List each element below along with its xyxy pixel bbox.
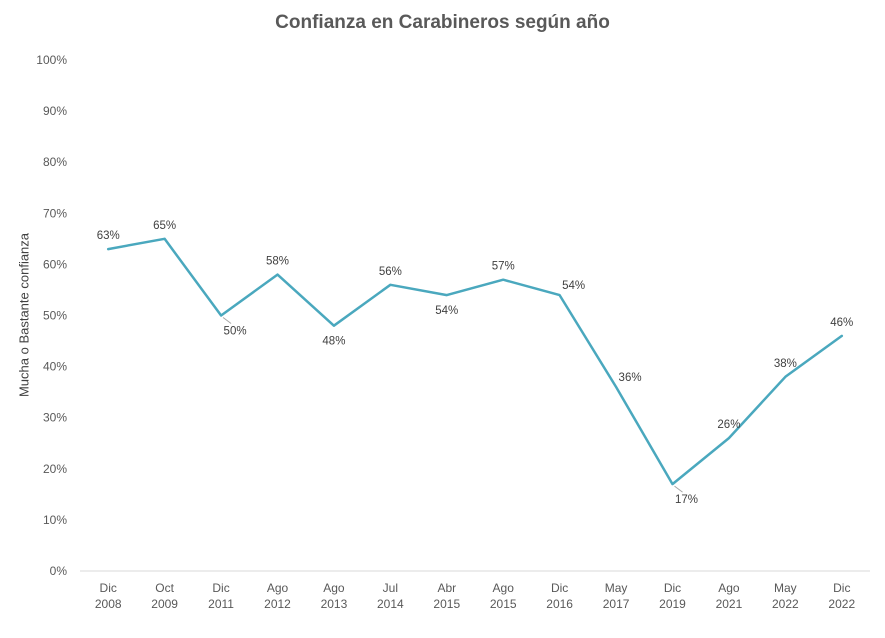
- data-label: 65%: [153, 220, 176, 232]
- x-tick-label: Dic 2022: [828, 581, 855, 611]
- data-label: 26%: [717, 419, 740, 431]
- x-tick-label: Oct 2009: [151, 581, 178, 611]
- data-label: 54%: [435, 305, 458, 317]
- y-tick-label: 50%: [43, 309, 67, 323]
- data-label: 17%: [675, 494, 698, 506]
- data-label-leader: [222, 317, 232, 324]
- data-label-leader: [674, 485, 683, 493]
- series-line: [106, 237, 844, 486]
- x-tick-label: Dic 2016: [546, 581, 573, 611]
- y-tick-label: 80%: [43, 155, 67, 169]
- x-tick-label: Ago 2013: [321, 581, 348, 611]
- chart-title: Confianza en Carabineros según año: [275, 12, 610, 33]
- data-label: 57%: [492, 261, 515, 273]
- data-label: 54%: [562, 280, 585, 292]
- y-tick-label: 90%: [43, 104, 67, 118]
- data-label: 50%: [224, 326, 247, 338]
- y-tick-label: 70%: [43, 206, 67, 220]
- y-tick-label: 10%: [43, 513, 67, 527]
- data-label: 56%: [379, 266, 402, 278]
- x-tick-label: May 2017: [603, 581, 630, 611]
- x-tick-label: Ago 2012: [264, 581, 291, 611]
- data-label: 63%: [97, 230, 120, 242]
- x-tick-label: Dic 2011: [208, 581, 234, 611]
- data-label: 36%: [619, 372, 642, 384]
- x-tick-label: Dic 2008: [95, 581, 122, 611]
- x-tick-label: Dic 2019: [659, 581, 686, 611]
- y-tick-label: 30%: [43, 411, 67, 425]
- y-tick-label: 0%: [50, 564, 68, 578]
- y-tick-label: 60%: [43, 257, 67, 271]
- x-tick-label: Ago 2021: [716, 581, 743, 611]
- data-label: 58%: [266, 256, 289, 268]
- x-tick-label: Ago 2015: [490, 581, 517, 611]
- data-label: 38%: [774, 358, 797, 370]
- x-tick-label: May 2022: [772, 581, 799, 611]
- data-label: 46%: [830, 317, 853, 329]
- y-tick-label: 100%: [36, 53, 67, 67]
- x-tick-label: Jul 2014: [377, 581, 404, 611]
- data-label: 48%: [322, 336, 345, 348]
- y-tick-label: 40%: [43, 360, 67, 374]
- x-tick-label: Abr 2015: [433, 581, 460, 611]
- y-tick-label: 20%: [43, 462, 67, 476]
